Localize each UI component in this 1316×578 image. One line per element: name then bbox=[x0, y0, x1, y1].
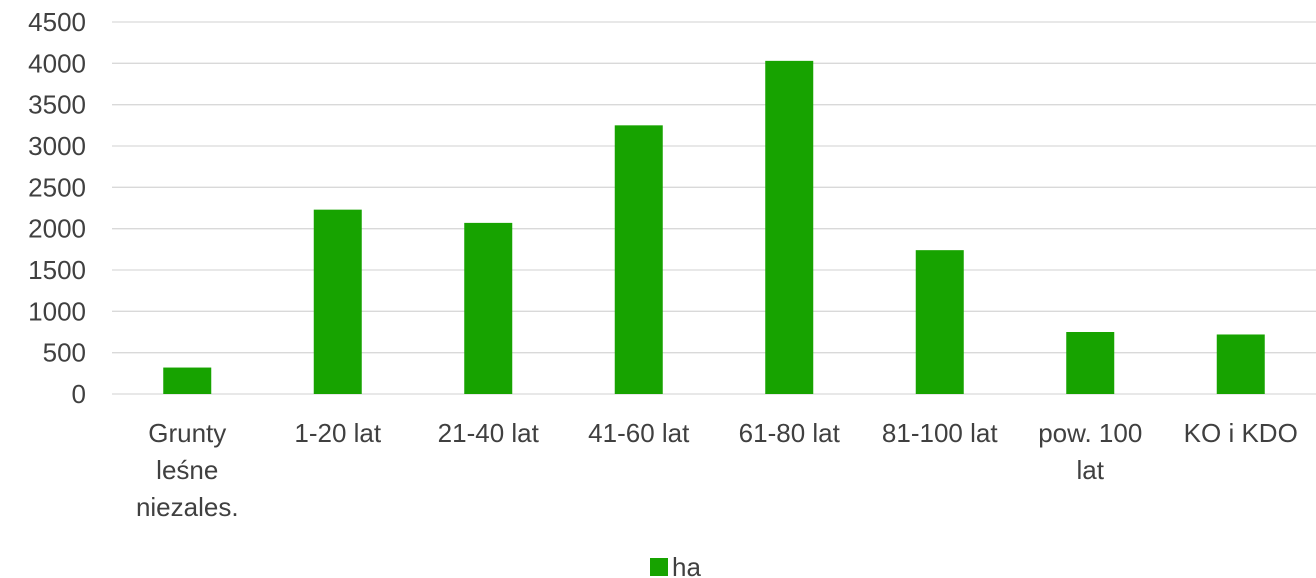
y-tick-label: 1500 bbox=[28, 255, 86, 285]
y-tick-label: 4000 bbox=[28, 48, 86, 78]
bar-3 bbox=[614, 125, 663, 394]
x-category-label: KO i KDO bbox=[1184, 418, 1298, 448]
x-category-label: 1-20 lat bbox=[294, 418, 381, 448]
x-axis-category-labels: Grunty leśne niezales. 1-20 lat 21-40 lat 41-… bbox=[136, 418, 1298, 522]
legend-swatch bbox=[650, 558, 668, 576]
x-category-label: Grunty leśne niezales. bbox=[136, 418, 239, 522]
y-tick-label: 500 bbox=[43, 338, 86, 368]
x-category-label: 61-80 lat bbox=[739, 418, 841, 448]
bar-1 bbox=[313, 209, 362, 394]
x-category-label: 41-60 lat bbox=[588, 418, 690, 448]
y-tick-label: 2500 bbox=[28, 172, 86, 202]
bar-2 bbox=[464, 222, 513, 394]
gridlines bbox=[112, 21, 1316, 395]
y-tick-label: 4500 bbox=[28, 7, 86, 37]
legend-label-ha: ha bbox=[672, 552, 701, 578]
legend: ha bbox=[650, 552, 701, 578]
bars bbox=[163, 60, 1265, 394]
y-tick-label: 1000 bbox=[28, 296, 86, 326]
bar-7 bbox=[1216, 334, 1265, 394]
x-category-label: pow. 100 lat bbox=[1038, 418, 1142, 485]
bar-0 bbox=[163, 367, 212, 394]
x-category-label: 21-40 lat bbox=[438, 418, 540, 448]
bar-5 bbox=[915, 250, 964, 394]
y-tick-label: 3000 bbox=[28, 131, 86, 161]
x-category-label: 81-100 lat bbox=[882, 418, 998, 448]
bar-6 bbox=[1066, 332, 1115, 394]
y-tick-label: 2000 bbox=[28, 214, 86, 244]
y-tick-label: 3500 bbox=[28, 90, 86, 120]
y-axis-tick-labels: 0 500 1000 1500 2000 2500 3000 3500 4000 4500 bbox=[28, 7, 86, 409]
bar-4 bbox=[765, 60, 814, 394]
y-tick-label: 0 bbox=[72, 379, 86, 409]
